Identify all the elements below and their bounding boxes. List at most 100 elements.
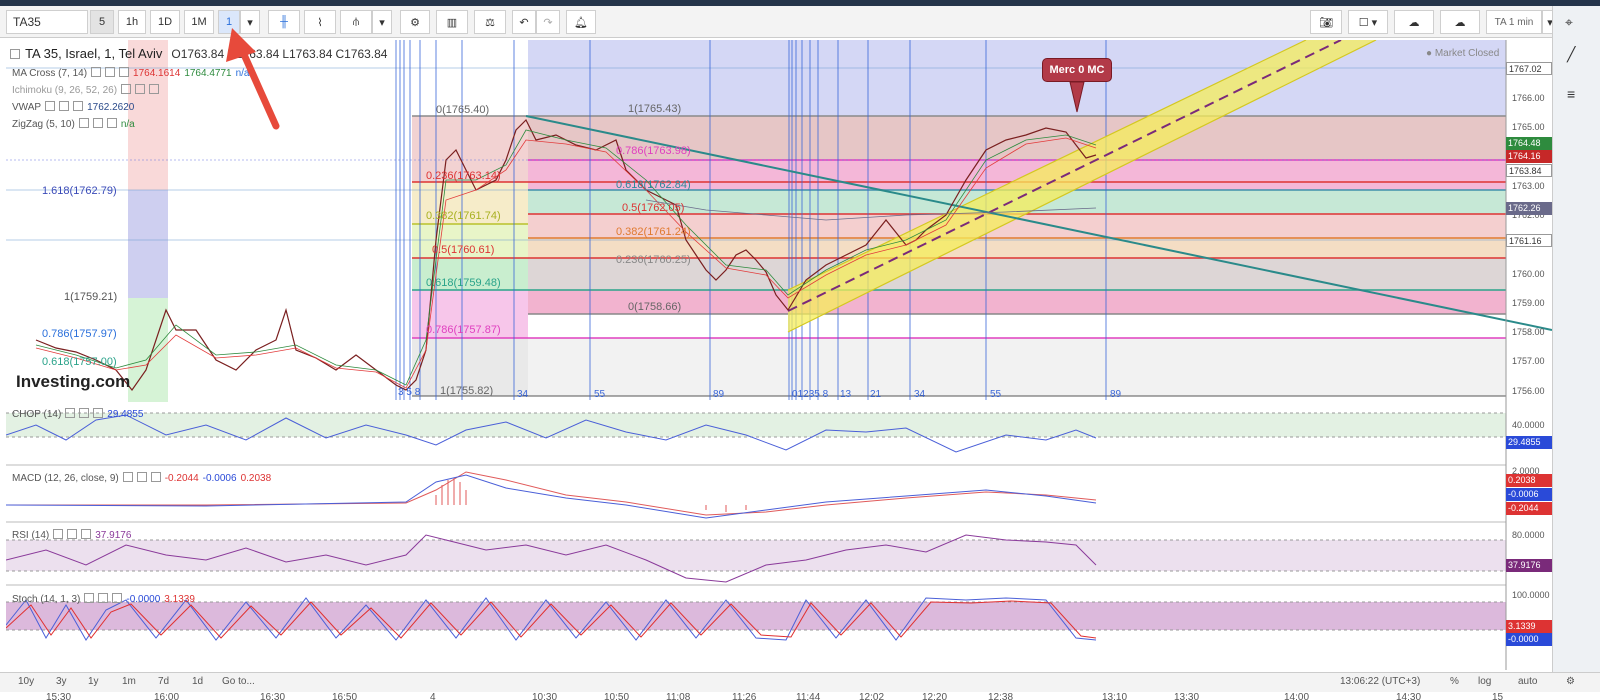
fib-label: 0(1758.66): [628, 301, 682, 313]
indicator-name: RSI (14): [12, 530, 50, 541]
fib-zone: [412, 224, 528, 258]
indicators-icon: ⫛: [352, 15, 360, 28]
price-tick: 1756.00: [1512, 386, 1545, 396]
fib-label: 0.786(1763.98): [616, 145, 691, 157]
cloud-upload-icon: ☁: [1454, 16, 1466, 29]
clock: 13:06:22 (UTC+3): [1340, 676, 1421, 687]
range-3y[interactable]: 3y: [56, 676, 67, 687]
investing-watermark: Investing.com: [16, 372, 131, 391]
symbol-input[interactable]: TA35: [6, 10, 88, 34]
redo-button[interactable]: ↷: [536, 10, 560, 34]
time-tick: 13:30: [1174, 692, 1200, 700]
legend-vwap[interactable]: VWAP 1762.2620: [12, 101, 138, 113]
cloud-load-button[interactable]: ☁: [1394, 10, 1434, 34]
indicator-value: -0.0000: [126, 594, 161, 605]
price-tick: 1763.00: [1512, 181, 1545, 191]
time-tick: 16:30: [260, 692, 286, 700]
interval-1m-button[interactable]: 1M: [184, 10, 214, 34]
chart-title: TA 35, Israel, 1, Tel Aviv: [25, 46, 163, 61]
legend-chop[interactable]: CHOP (14) 29.4855: [12, 408, 147, 420]
price-tick: 1760.00: [1512, 269, 1545, 279]
range-1d[interactable]: 1d: [192, 676, 204, 687]
interval-1h-button[interactable]: 1h: [118, 10, 146, 34]
fib-zone: [528, 116, 1506, 160]
chart-area[interactable]: TA 35, Israel, 1, Tel Aviv O1763.84 H176…: [6, 40, 1552, 700]
interval-1min-button[interactable]: 1: [218, 10, 240, 34]
fib-zone: [412, 338, 1506, 396]
legend-ichimoku[interactable]: Ichimoku (9, 26, 52, 26): [12, 84, 163, 96]
rsi-line: [6, 534, 1097, 583]
bar-chart-icon: ▥: [446, 16, 458, 29]
trend-line: [525, 115, 1552, 331]
fib-icon[interactable]: ≡: [1567, 86, 1576, 102]
collapse-icon[interactable]: [10, 49, 20, 59]
bottom-bar: 10y 3y 1y 1m 7d 1d Go to... 13:06:22 (UT…: [0, 672, 1600, 692]
rsi-tick: 80.0000: [1512, 530, 1545, 540]
alert-button[interactable]: 🔔︎: [566, 10, 596, 34]
log-toggle[interactable]: log: [1478, 676, 1492, 687]
vwap-line: [645, 199, 1097, 221]
fib-label: 1.618(1762.79): [42, 185, 117, 197]
interval-5-button[interactable]: 5: [90, 10, 114, 34]
range-1y[interactable]: 1y: [88, 676, 99, 687]
stoch-tick: 100.0000: [1512, 590, 1550, 600]
indicator-name: MACD (12, 26, close, 9): [12, 473, 119, 484]
fib-time-num: 3: [398, 387, 404, 398]
indicator-value: 29.4855: [107, 409, 144, 420]
trend-line-icon[interactable]: ╱: [1567, 46, 1576, 62]
snapshot-button[interactable]: 📷︎: [1310, 10, 1342, 34]
macd-signal: [6, 471, 1097, 516]
legend-ma-cross[interactable]: MA Cross (7, 14) 1764.1614 1764.4771 n/a: [12, 67, 254, 79]
indicator-value: 37.9176: [95, 530, 132, 541]
merc-callout[interactable]: Merc 0 MC: [1042, 58, 1112, 82]
indicator-value: -0.2044: [164, 473, 199, 484]
range-10y[interactable]: 10y: [18, 676, 35, 687]
legend-rsi[interactable]: RSI (14) 37.9176: [12, 529, 135, 541]
settings-button[interactable]: ⚙: [400, 10, 430, 34]
compare-scale-button[interactable]: ⚖: [474, 10, 506, 34]
cloud-save-button[interactable]: ☁: [1440, 10, 1480, 34]
layout-button[interactable]: ☐ ▾: [1348, 10, 1388, 34]
channel-line: [787, 40, 1307, 291]
auto-toggle[interactable]: auto: [1518, 676, 1538, 687]
time-tick: 15: [1492, 692, 1504, 700]
ohlc-open: O1763.84: [171, 47, 225, 61]
legend-stoch[interactable]: Stoch (14, 1, 3) -0.0000 3.1339: [12, 593, 199, 605]
percent-toggle[interactable]: %: [1450, 676, 1459, 687]
indicators-button[interactable]: ⫛: [340, 10, 372, 34]
fib-label: 0.236(1763.14): [426, 170, 501, 182]
macd-histogram: [435, 478, 747, 512]
range-1m[interactable]: 1m: [122, 676, 136, 687]
time-tick: 14:00: [1284, 692, 1310, 700]
macd-label: -0.2044: [1506, 502, 1552, 515]
chop-band: [6, 413, 1506, 437]
chart-canvas[interactable]: [6, 40, 1552, 670]
market-status-text: Market Closed: [1434, 48, 1500, 59]
indicator-value: 1764.1614: [133, 68, 181, 79]
fib-label: 0(1765.40): [436, 104, 490, 116]
gear-icon[interactable]: ⚙: [1566, 676, 1575, 687]
undo-button[interactable]: ↶: [512, 10, 536, 34]
indicators-dropdown[interactable]: ▾: [372, 10, 392, 34]
crosshair-icon[interactable]: ⌖: [1565, 14, 1573, 30]
macd-line: [6, 474, 1097, 519]
goto-button[interactable]: Go to...: [222, 676, 255, 687]
interval-1d-button[interactable]: 1D: [150, 10, 180, 34]
legend-zigzag[interactable]: ZigZag (5, 10) n/a: [12, 118, 139, 130]
fib-time-label: 89: [1110, 389, 1122, 400]
fib-time-label: 13: [840, 389, 852, 400]
bar-chart-button[interactable]: ▥: [436, 10, 468, 34]
range-7d[interactable]: 7d: [158, 676, 170, 687]
interval-dropdown[interactable]: ▾: [240, 10, 260, 34]
candles-button[interactable]: ╫: [268, 10, 300, 34]
chop-line: [6, 414, 1097, 453]
macd-label: 0.2038: [1506, 474, 1552, 487]
compare-button[interactable]: ⌇: [304, 10, 336, 34]
indicator-name: Ichimoku (9, 26, 52, 26): [12, 85, 118, 96]
layout-name[interactable]: TA 1 min: [1486, 10, 1542, 34]
time-zone-highlight-blue: [128, 190, 168, 298]
time-tick: 10:50: [604, 692, 630, 700]
stoch-band: [6, 602, 1506, 630]
legend-macd[interactable]: MACD (12, 26, close, 9) -0.2044 -0.0006 0.2…: [12, 472, 275, 484]
fib-time-label: 55: [594, 389, 606, 400]
